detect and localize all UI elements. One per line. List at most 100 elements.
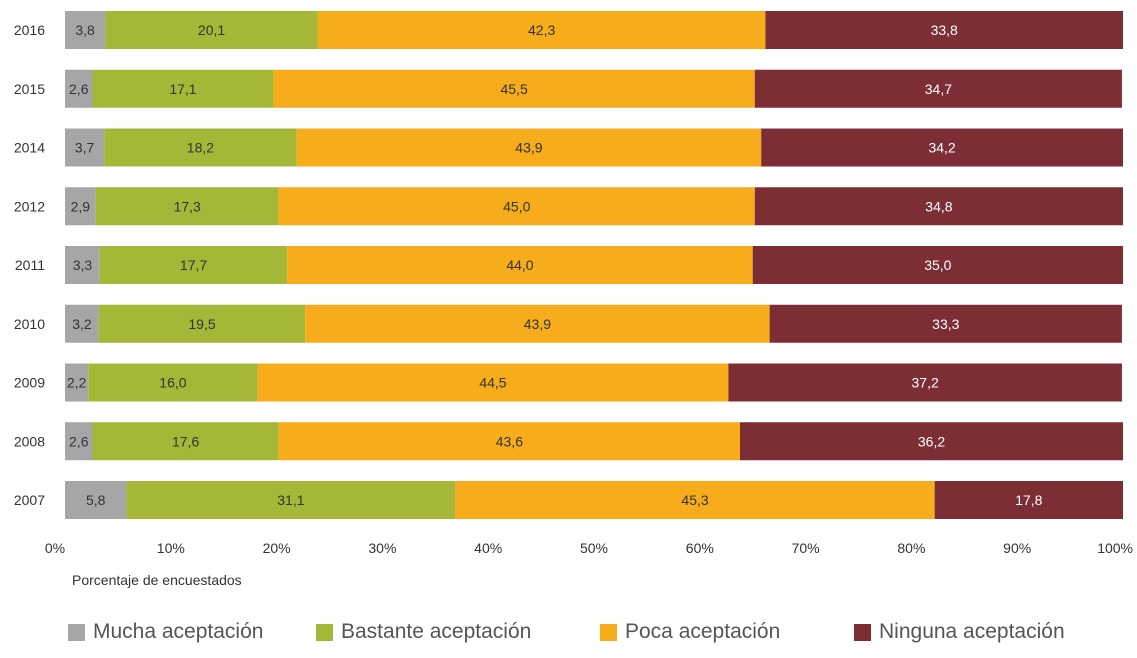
data-label-ninguna-aceptacion-2008: 36,2 [918,433,945,449]
data-label-bastante-aceptacion-2011: 17,7 [180,257,207,273]
x-tick-label-70: 70% [792,540,820,556]
bar-ninguna-aceptacion-2012 [754,187,1123,226]
bar-bastante-aceptacion-2015 [92,69,274,108]
bar-ninguna-aceptacion-2007 [934,481,1123,519]
data-label-ninguna-aceptacion-2010: 33,3 [932,316,959,332]
legend-label-bastante: Bastante aceptación [341,620,532,643]
x-tick-label-60: 60% [686,540,714,556]
bar-poca-aceptacion-2015 [273,69,755,108]
legend-label-ninguna: Ninguna aceptación [879,620,1065,643]
bar-poca-aceptacion-2010 [305,304,770,343]
legend-swatch-bastante [316,623,333,641]
bar-mucha-aceptacion-2016 [65,11,106,49]
data-label-ninguna-aceptacion-2015: 34,7 [925,81,952,97]
legend-swatch-poca [600,623,617,641]
x-tick-label-20: 20% [263,540,291,556]
legend-item-ninguna: Ninguna aceptación [854,620,1065,644]
x-tick-label-50: 50% [580,540,608,556]
bar-mucha-aceptacion-2011 [65,246,100,284]
bar-mucha-aceptacion-2008 [65,422,93,461]
bar-mucha-aceptacion-2010 [65,304,99,343]
bar-bastante-aceptacion-2008 [92,422,279,461]
x-tick-label-90: 90% [1003,540,1031,556]
data-label-mucha-aceptacion-2016: 3,8 [75,22,95,38]
data-label-ninguna-aceptacion-2011: 35,0 [924,257,951,273]
bar-ninguna-aceptacion-2016 [765,11,1123,49]
data-label-poca-aceptacion-2008: 43,6 [496,433,523,449]
data-label-poca-aceptacion-2015: 45,5 [500,81,527,97]
bar-bastante-aceptacion-2016 [105,11,318,49]
bar-bastante-aceptacion-2007 [126,481,456,519]
data-label-mucha-aceptacion-2011: 3,3 [73,257,93,273]
data-label-ninguna-aceptacion-2009: 37,2 [912,375,939,391]
y-tick-label-2014: 2014 [14,140,45,156]
legend: Mucha aceptación Bastante aceptación Poc… [0,620,1137,650]
data-label-mucha-aceptacion-2015: 2,6 [69,81,89,97]
data-label-mucha-aceptacion-2007: 5,8 [86,492,106,508]
bar-mucha-aceptacion-2014 [65,128,105,167]
data-label-bastante-aceptacion-2009: 16,0 [159,375,186,391]
legend-item-mucha: Mucha aceptación [68,620,263,644]
bar-ninguna-aceptacion-2010 [769,304,1122,343]
bar-ninguna-aceptacion-2009 [728,363,1122,402]
bar-poca-aceptacion-2008 [278,422,741,461]
data-label-bastante-aceptacion-2008: 17,6 [172,433,199,449]
data-label-poca-aceptacion-2011: 44,0 [506,257,533,273]
bar-poca-aceptacion-2007 [455,481,935,519]
data-label-poca-aceptacion-2016: 42,3 [528,22,555,38]
data-label-bastante-aceptacion-2015: 17,1 [169,81,196,97]
x-tick-label-10: 10% [157,540,185,556]
x-tick-label-30: 30% [368,540,396,556]
data-label-poca-aceptacion-2009: 44,5 [479,375,506,391]
bar-bastante-aceptacion-2011 [99,246,288,284]
bar-ninguna-aceptacion-2015 [754,69,1122,108]
data-label-mucha-aceptacion-2009: 2,2 [67,375,87,391]
x-tick-label-40: 40% [474,540,502,556]
data-label-mucha-aceptacion-2012: 2,9 [71,198,91,214]
data-label-poca-aceptacion-2012: 45,0 [503,198,530,214]
bar-bastante-aceptacion-2014 [104,128,297,167]
bar-mucha-aceptacion-2015 [65,69,93,108]
bar-bastante-aceptacion-2010 [98,304,306,343]
y-tick-label-2016: 2016 [14,22,45,38]
legend-item-bastante: Bastante aceptación [316,620,531,644]
bar-mucha-aceptacion-2009 [65,363,89,402]
bar-bastante-aceptacion-2012 [95,187,279,226]
y-tick-label-2012: 2012 [14,198,45,214]
data-label-bastante-aceptacion-2014: 18,2 [187,140,214,156]
data-label-mucha-aceptacion-2008: 2,6 [69,433,89,449]
y-tick-label-2008: 2008 [14,433,45,449]
x-tick-label-80: 80% [897,540,925,556]
bar-ninguna-aceptacion-2011 [752,246,1123,284]
y-tick-label-2007: 2007 [14,492,45,508]
bar-poca-aceptacion-2014 [296,128,762,167]
legend-label-mucha: Mucha aceptación [93,620,264,643]
data-label-mucha-aceptacion-2014: 3,7 [75,140,95,156]
data-label-ninguna-aceptacion-2012: 34,8 [925,198,952,214]
data-label-poca-aceptacion-2014: 43,9 [515,140,542,156]
y-tick-label-2009: 2009 [14,375,45,391]
bar-poca-aceptacion-2012 [278,187,755,226]
y-tick-label-2010: 2010 [14,316,45,332]
bar-ninguna-aceptacion-2014 [761,128,1123,167]
bar-ninguna-aceptacion-2008 [740,422,1123,461]
data-label-bastante-aceptacion-2016: 20,1 [198,22,225,38]
data-label-mucha-aceptacion-2010: 3,2 [72,316,92,332]
data-label-poca-aceptacion-2010: 43,9 [524,316,551,332]
bar-poca-aceptacion-2011 [287,246,753,284]
y-tick-label-2015: 2015 [14,81,45,97]
bar-bastante-aceptacion-2009 [88,363,258,402]
legend-item-poca: Poca aceptación [600,620,780,644]
bar-poca-aceptacion-2009 [257,363,729,402]
data-label-ninguna-aceptacion-2007: 17,8 [1015,492,1042,508]
data-label-bastante-aceptacion-2007: 31,1 [277,492,304,508]
legend-swatch-ninguna [854,623,871,641]
x-axis-label: Porcentaje de encuestados [72,572,242,588]
data-label-poca-aceptacion-2007: 45,3 [681,492,708,508]
y-tick-label-2011: 2011 [15,257,45,273]
data-label-ninguna-aceptacion-2014: 34,2 [928,140,955,156]
data-label-ninguna-aceptacion-2016: 33,8 [931,22,958,38]
bar-mucha-aceptacion-2007 [65,481,127,519]
